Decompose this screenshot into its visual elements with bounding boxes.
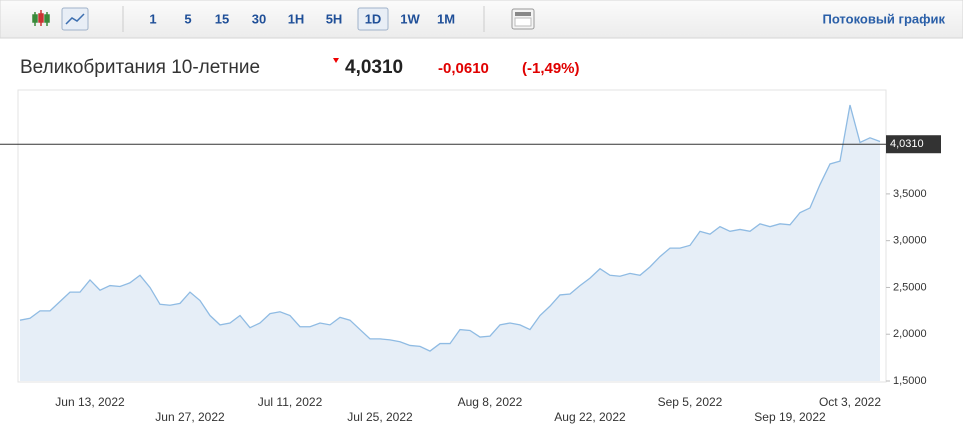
selected-box: [357, 7, 389, 31]
interval-button[interactable]: 1M: [437, 11, 455, 26]
interval-button[interactable]: 1H: [288, 11, 305, 26]
candle-icon[interactable]: [32, 10, 50, 26]
reference-label-box: [886, 135, 941, 154]
toolbar: [0, 0, 963, 39]
instrument-title: Великобритания 10-летние: [20, 57, 260, 78]
y-tick-label: 2,5000: [893, 281, 927, 293]
x-tick-label: Aug 8, 2022: [458, 395, 523, 409]
x-tick-label: Aug 22, 2022: [554, 410, 626, 424]
interval-button[interactable]: 1: [149, 11, 156, 26]
change-pct: (-1,49%): [522, 60, 580, 77]
y-tick-label: 1,5000: [893, 375, 927, 387]
x-tick-label: Jun 13, 2022: [55, 395, 125, 409]
price-line: [19, 104, 881, 352]
change: -0,0610: [438, 60, 489, 77]
interval-button[interactable]: 5H: [326, 11, 343, 26]
line-icon[interactable]: [61, 7, 89, 31]
x-tick-label: Oct 3, 2022: [819, 395, 881, 409]
interval-button[interactable]: 30: [252, 11, 266, 26]
interval-button[interactable]: 1D: [365, 11, 382, 26]
y-tick-label: 3,5000: [893, 188, 927, 200]
interval-button[interactable]: 5: [184, 11, 191, 26]
x-tick-label: Sep 19, 2022: [754, 410, 826, 424]
interval-button[interactable]: 15: [215, 11, 229, 26]
x-tick-label: Jul 25, 2022: [347, 410, 413, 424]
price: 4,0310: [345, 57, 403, 78]
reference-label: 4,0310: [890, 138, 924, 150]
interval-button[interactable]: 1W: [400, 11, 420, 26]
x-tick-label: Sep 5, 2022: [658, 395, 723, 409]
area-fill: [20, 105, 880, 381]
y-tick-label: 2,0000: [893, 328, 927, 340]
stream-link[interactable]: Потоковый график: [822, 11, 945, 26]
down-arrow: [333, 58, 339, 63]
calendar-icon[interactable]: [511, 8, 535, 30]
x-tick-label: Jul 11, 2022: [258, 395, 323, 409]
x-tick-label: Jun 27, 2022: [155, 410, 225, 424]
y-tick-label: 3,0000: [893, 235, 927, 247]
